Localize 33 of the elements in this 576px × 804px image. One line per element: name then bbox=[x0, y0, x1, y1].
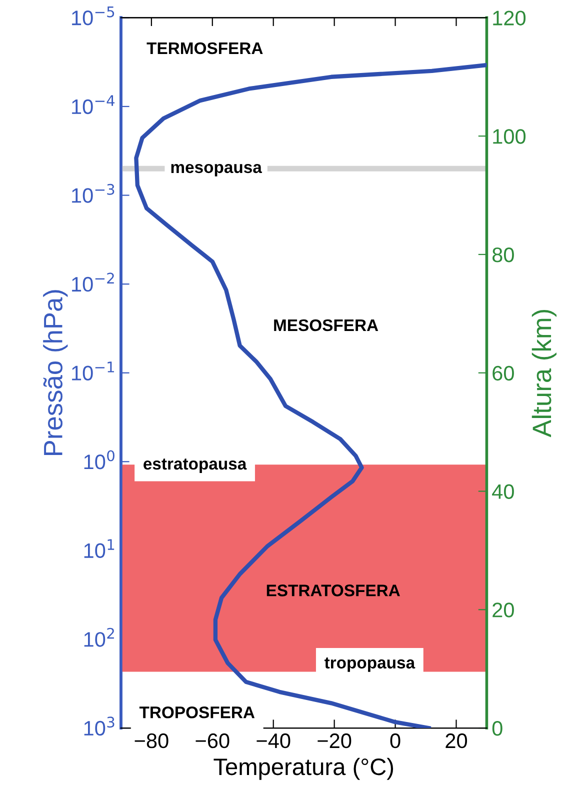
y-tick-label: 10$^{1}$ bbox=[84, 539, 114, 558]
y2-axis-title: Altura (km) bbox=[532, 310, 556, 438]
y-tick-label: 10$^{−1}$ bbox=[72, 362, 114, 380]
annotation: TROPOSFERA bbox=[139, 706, 255, 718]
y-tick-label: 10$^{3}$ bbox=[84, 716, 114, 736]
x-tick-label: 20 bbox=[446, 733, 468, 748]
ref-line-label: mesopausa bbox=[171, 164, 262, 176]
y2-tick-label: 20 bbox=[492, 602, 514, 618]
y-tick-label: 10$^{−3}$ bbox=[72, 184, 114, 203]
y2-tick-label: 80 bbox=[492, 247, 514, 262]
x-tick-label: −40 bbox=[256, 733, 290, 748]
y-tick-label: 10$^{2}$ bbox=[84, 628, 114, 647]
y2-tick-label: 60 bbox=[492, 366, 514, 381]
x-tick-label: 0 bbox=[390, 733, 400, 748]
y-tick-label: 10$^{0}$ bbox=[84, 450, 114, 470]
y2-tick-label: 0 bbox=[492, 721, 502, 736]
annotation: estratopausa bbox=[144, 458, 247, 473]
y-axis-title: Pressão (hPa) bbox=[43, 290, 68, 456]
y-tick-label: 10$^{−2}$ bbox=[72, 272, 114, 292]
line-series bbox=[134, 62, 487, 728]
x-tick-label: −80 bbox=[134, 733, 168, 748]
y2-tick-label: 100 bbox=[493, 129, 526, 144]
y-tick-label: 10$^{−5}$ bbox=[72, 6, 114, 26]
x-axis-title: Temperatura (°C) bbox=[214, 758, 394, 780]
y-tick-label: 10$^{−4}$ bbox=[72, 95, 115, 114]
x-tick-label: −20 bbox=[318, 733, 352, 748]
annotation: MESOSFERA bbox=[274, 319, 378, 332]
y2-tick-label: 40 bbox=[492, 484, 514, 499]
y2-tick-label: 120 bbox=[493, 10, 526, 26]
annotation: TERMOSFERA bbox=[146, 42, 263, 54]
band-label: ESTRATOSFERA bbox=[266, 584, 400, 596]
annotation: tropopausa bbox=[324, 658, 416, 672]
x-tick-label: −60 bbox=[196, 733, 230, 748]
